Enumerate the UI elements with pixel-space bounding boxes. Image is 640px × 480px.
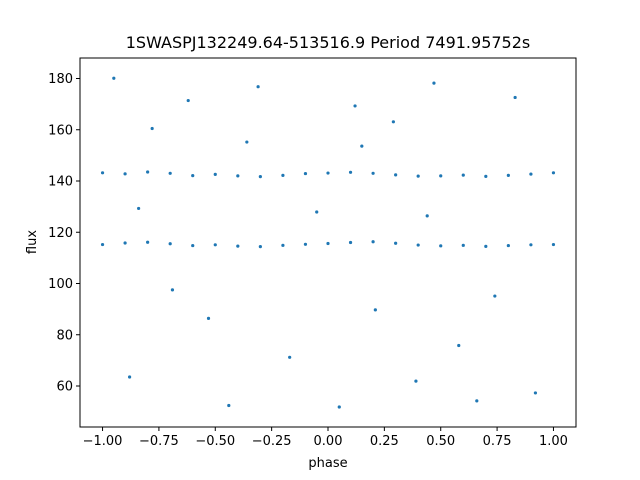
y-tick-label: 120 <box>48 226 73 241</box>
scatter-point <box>326 171 330 175</box>
scatter-point <box>353 104 357 108</box>
scatter-point <box>493 294 497 298</box>
scatter-point <box>150 126 154 131</box>
scatter-point <box>258 245 262 249</box>
x-tick-label: 0.25 <box>370 434 399 449</box>
scatter-point <box>371 240 375 244</box>
scatter-point <box>484 244 488 248</box>
scatter-point <box>394 241 398 245</box>
x-axis-ticks: −1.00 −0.75 −0.50 −0.25 0.00 0.25 0.50 0.75 1.00 <box>83 427 568 449</box>
x-tick-label: −0.75 <box>139 434 179 449</box>
y-tick-label: 100 <box>48 277 73 292</box>
scatter-point <box>394 173 398 177</box>
scatter-point <box>168 242 172 246</box>
scatter-point <box>123 172 127 176</box>
scatter-point <box>506 173 510 177</box>
scatter-point <box>146 240 150 244</box>
x-tick-label: 0.75 <box>483 434 512 449</box>
scatter-point <box>529 172 533 176</box>
scatter-point <box>100 171 105 175</box>
y-tick-label: 160 <box>48 123 73 138</box>
scatter-point <box>206 316 211 320</box>
scatter-point <box>170 288 175 292</box>
scatter-point <box>112 76 116 80</box>
scatter-point <box>303 171 308 176</box>
scatter-point <box>551 242 556 247</box>
scatter-point <box>128 375 132 379</box>
y-tick-label: 180 <box>48 72 73 87</box>
scatter-point <box>373 308 377 312</box>
scatter-point <box>416 174 420 178</box>
scatter-point <box>213 243 217 247</box>
y-tick-label: 140 <box>48 175 73 190</box>
scatter-points-layer <box>100 76 556 409</box>
scatter-point <box>439 174 443 178</box>
scatter-point <box>168 171 172 175</box>
scatter-point <box>137 206 141 211</box>
scatter-point <box>213 172 217 176</box>
scatter-point <box>191 243 195 248</box>
scatter-point <box>425 214 429 218</box>
scatter-point <box>432 81 436 85</box>
scatter-point <box>186 98 190 103</box>
scatter-point <box>123 241 127 245</box>
scatter-point <box>513 95 517 100</box>
scatter-point <box>461 173 465 177</box>
scatter-point <box>100 242 105 247</box>
scatter-point <box>303 242 308 246</box>
y-tick-label: 80 <box>56 328 73 343</box>
scatter-point <box>439 244 443 248</box>
scatter-point <box>457 343 461 348</box>
x-tick-label: 1.00 <box>539 434 568 449</box>
scatter-point <box>191 174 195 178</box>
scatter-point <box>146 170 150 174</box>
scatter-point <box>529 243 533 247</box>
scatter-point <box>281 173 285 177</box>
scatter-point <box>236 174 240 178</box>
scatter-point <box>533 391 538 395</box>
scatter-point <box>360 144 364 148</box>
x-tick-label: 0.50 <box>426 434 455 449</box>
y-axis-label: flux <box>25 230 40 254</box>
scatter-point <box>348 240 353 245</box>
scatter-point <box>475 399 479 403</box>
chart-title: 1SWASPJ132249.64-513516.9 Period 7491.95… <box>126 33 531 52</box>
scatter-point <box>256 85 260 89</box>
scatter-point <box>416 243 420 247</box>
scatter-point <box>414 379 418 383</box>
x-tick-label: −1.00 <box>83 434 123 449</box>
scatter-point <box>371 171 375 175</box>
scatter-point <box>484 174 488 178</box>
scatter-point <box>551 171 556 175</box>
scatter-point <box>236 244 240 248</box>
scatter-point <box>391 120 395 124</box>
x-tick-label: −0.50 <box>195 434 235 449</box>
scatter-point <box>258 175 262 179</box>
scatter-point <box>348 170 353 174</box>
scatter-point <box>337 405 341 409</box>
scatter-point <box>315 210 319 214</box>
x-axis-label: phase <box>308 456 347 471</box>
y-axis-ticks: 60 80 100 120 140 160 180 <box>48 72 80 395</box>
scatter-point <box>326 241 330 246</box>
x-tick-label: 0.00 <box>314 434 343 449</box>
scatter-point <box>461 243 465 247</box>
scatter-point <box>281 243 285 247</box>
scatter-point <box>288 355 292 359</box>
scatter-point <box>506 243 510 248</box>
x-tick-label: −0.25 <box>252 434 292 449</box>
scatter-point <box>245 140 249 144</box>
y-tick-label: 60 <box>56 380 73 395</box>
scatter-point <box>227 403 231 408</box>
